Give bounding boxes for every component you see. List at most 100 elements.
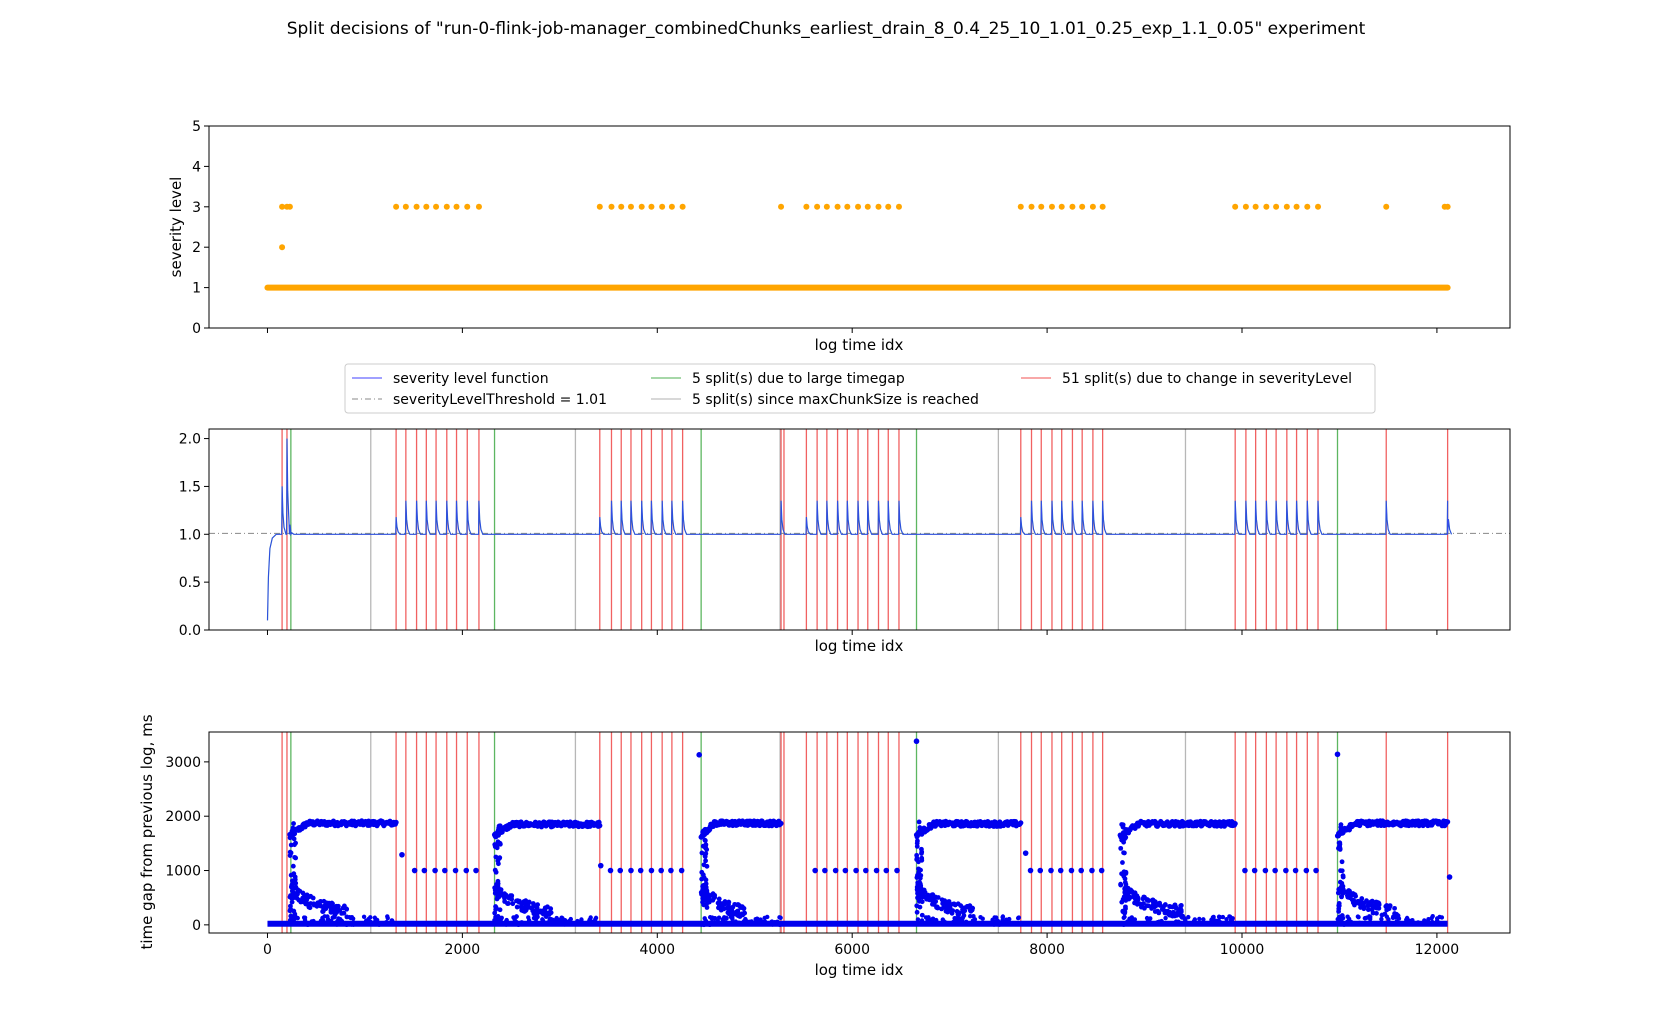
y-tick-label: 5 <box>192 119 201 135</box>
timegap-point <box>916 859 921 865</box>
timegap-point <box>853 867 859 874</box>
timegap-point <box>554 915 559 921</box>
timegap-point <box>361 914 367 919</box>
severity-point <box>433 203 440 210</box>
timegap-point <box>1170 909 1176 915</box>
timegap-point <box>1170 914 1175 919</box>
timegap-point <box>514 904 520 910</box>
timegap-point <box>704 863 710 869</box>
timegap-point <box>320 915 325 921</box>
timegap-point <box>733 919 738 924</box>
timegap-point <box>1345 921 1350 926</box>
timegap-point <box>1132 917 1138 922</box>
timegap-point <box>1338 822 1344 828</box>
timegap-point <box>699 922 704 927</box>
timegap-point <box>1142 894 1147 900</box>
timegap-point <box>992 915 997 920</box>
timegap-point <box>1430 913 1435 919</box>
timegap-point <box>1127 916 1132 921</box>
timegap-point <box>1120 824 1126 830</box>
timegap-point <box>1379 916 1384 922</box>
timegap-point <box>741 919 747 925</box>
timegap-point <box>495 881 501 887</box>
timegap-point <box>1184 921 1190 927</box>
severity-point <box>803 203 810 210</box>
timegap-point <box>1121 850 1126 856</box>
timegap-point <box>1394 911 1399 917</box>
timegap-point <box>1349 897 1355 903</box>
timegap-point <box>1394 919 1399 924</box>
timegap-point <box>915 872 920 878</box>
timegap-point <box>1366 900 1372 906</box>
y-axis-label: severity level <box>167 177 185 278</box>
timegap-point <box>306 894 312 900</box>
severity-point <box>1099 203 1106 210</box>
timegap-point <box>704 902 709 908</box>
timegap-point <box>883 867 890 874</box>
x-tick-label: 12000 <box>1415 942 1460 958</box>
timegap-point <box>495 915 500 920</box>
timegap-point <box>452 867 459 874</box>
timegap-point <box>421 867 428 874</box>
severity-point <box>1383 203 1390 210</box>
timegap-point <box>1027 867 1034 874</box>
timegap-point <box>933 894 938 900</box>
timegap-point <box>295 921 300 926</box>
y-tick-label: 3000 <box>165 755 201 771</box>
timegap-point <box>704 847 710 852</box>
severity-point <box>1058 203 1065 210</box>
timegap-point <box>1283 867 1289 874</box>
timegap-point <box>511 915 516 920</box>
timegap-point <box>1337 844 1342 849</box>
timegap-point <box>504 917 509 923</box>
timegap-point <box>1426 916 1431 922</box>
timegap-point <box>291 821 296 826</box>
severity-point <box>1242 203 1249 210</box>
severity-point <box>279 244 286 251</box>
timegap-point <box>1121 873 1127 879</box>
timegap-point <box>502 899 508 904</box>
timegap-point <box>1165 908 1171 914</box>
timegap-point <box>1386 917 1391 922</box>
y-tick-label: 1.0 <box>179 527 201 543</box>
timegap-point <box>1118 881 1123 887</box>
timegap-point <box>958 903 964 909</box>
x-tick-label: 8000 <box>1029 942 1065 958</box>
timegap-point <box>1057 867 1064 874</box>
timegap-point <box>950 908 956 914</box>
timegap-point <box>376 922 382 927</box>
timegap-point <box>1163 915 1168 921</box>
x-axis-label: log time idx <box>815 637 904 655</box>
timegap-point <box>822 867 828 874</box>
timegap-point <box>1178 913 1184 918</box>
timegap-point <box>498 917 504 922</box>
severity-point <box>1315 203 1322 210</box>
timegap-point <box>1212 918 1218 923</box>
timegap-point <box>702 838 708 844</box>
timegap-point <box>288 850 294 856</box>
timegap-point <box>1177 908 1183 914</box>
timegap-point <box>1379 920 1385 926</box>
severity-point <box>1038 203 1045 210</box>
timegap-point <box>1339 894 1344 900</box>
timegap-point <box>1353 893 1359 899</box>
timegap-point <box>1153 899 1158 905</box>
timegap-point <box>964 919 969 924</box>
timegap-point <box>749 919 754 924</box>
timegap-point <box>495 893 501 899</box>
timegap-point <box>917 881 923 887</box>
severity-point <box>393 203 400 210</box>
timegap-point <box>523 906 529 912</box>
timegap-point <box>495 858 501 864</box>
timegap-point <box>929 892 935 898</box>
severity-function-line <box>266 438 1453 621</box>
y-tick-label: 0 <box>192 918 201 934</box>
timegap-point <box>913 738 920 745</box>
y-tick-label: 0.0 <box>179 623 201 639</box>
timegap-point <box>1123 834 1129 840</box>
timegap-point <box>519 920 524 925</box>
timegap-point <box>325 919 331 925</box>
severity-point <box>679 203 686 210</box>
timegap-point <box>399 851 405 858</box>
severity-point <box>475 203 482 210</box>
